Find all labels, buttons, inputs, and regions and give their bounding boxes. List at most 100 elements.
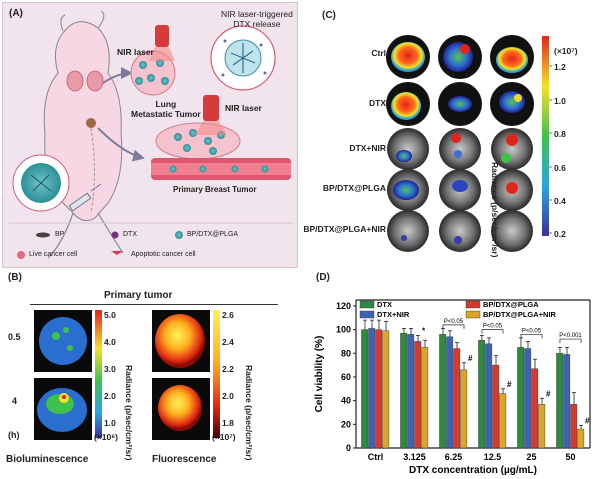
fluo-tick: 2.0 xyxy=(222,391,234,401)
colorbar-c-tick: 1.0 xyxy=(554,96,566,106)
panel-c-label: (C) xyxy=(322,10,336,21)
x-tick-label: Ctrl xyxy=(368,452,384,462)
bio-label: Bioluminescence xyxy=(6,454,89,465)
significance-label: P<0.05 xyxy=(444,319,464,325)
bar xyxy=(485,343,493,449)
time-label-0-5: 0.5 xyxy=(8,332,21,342)
legend-apoptotic-cell: Apoptotic cancer cell xyxy=(131,251,196,258)
fluo-tick: 2.6 xyxy=(222,310,234,320)
legend-swatch xyxy=(359,310,375,319)
panel-b-title: Primary tumor xyxy=(104,290,173,301)
fluo-tick: 2.4 xyxy=(222,337,234,347)
bar xyxy=(414,341,422,449)
significance-bracket xyxy=(481,329,504,334)
y-tick-label: 40 xyxy=(341,396,351,406)
colorbar-c-tick: 0.6 xyxy=(554,163,566,173)
fluo-label: Fluorescence xyxy=(152,454,217,465)
significance-label: P<0.05 xyxy=(522,328,542,334)
dtx-release-zoom xyxy=(210,25,276,91)
y-tick-label: 100 xyxy=(336,325,351,335)
legend-label: DTX xyxy=(377,300,392,309)
lung-tumor-cluster xyxy=(130,50,176,96)
bar xyxy=(478,340,486,449)
panel-d-cell-viability: (D) 0 20 40 60 80 100 120 Cell viability (%) Ctr… xyxy=(300,270,596,477)
blood-vessel xyxy=(151,158,291,180)
fluo-tick: 1.8 xyxy=(222,418,234,428)
lung-tumor-label: Lung Metastatic Tumor xyxy=(131,99,201,119)
significance-mark: # xyxy=(585,417,590,426)
y-axis-label: Cell viability (%) xyxy=(314,336,325,413)
colorbar-c-unit: (×10⁷) xyxy=(554,46,578,56)
lung-image xyxy=(491,210,533,252)
bar xyxy=(499,393,507,449)
dtx-icon xyxy=(111,231,119,239)
bio-tick: 5.0 xyxy=(104,310,116,320)
bar xyxy=(531,368,539,449)
bio-colorbar xyxy=(95,310,102,438)
bp-icon xyxy=(36,232,50,238)
significance-mark: # xyxy=(546,389,551,398)
bar xyxy=(538,403,546,449)
colorbar-c-tick: 1.2 xyxy=(554,62,566,72)
bar xyxy=(570,403,578,449)
row-label-dtx-nir: DTX+NIR xyxy=(349,143,386,153)
colorbar-c-tick: 0.4 xyxy=(554,196,566,206)
legend-label: BP/DTX@PLGA xyxy=(483,300,539,309)
nir-laser-top-icon xyxy=(149,25,175,61)
row-label-bp-dtx-plga: BP/DTX@PLGA xyxy=(322,183,386,193)
bar xyxy=(375,329,383,449)
fluo-tick: 2.2 xyxy=(222,364,234,374)
legend-bp-dtx-plga: BP/DTX@PLGA xyxy=(187,231,239,238)
x-tick-label: 6.25 xyxy=(445,452,463,462)
bar xyxy=(577,428,585,449)
dtx-release-label: NIR laser-triggered DTX release xyxy=(221,9,293,29)
lung-image xyxy=(387,210,429,252)
bar xyxy=(517,347,525,449)
panel-a-schematic: (A) xyxy=(2,2,298,268)
panel-b-primary-tumor: (B) Primary tumor 0.5 4 (h) xyxy=(2,270,298,477)
colorbar-c xyxy=(542,36,549,236)
bio-tick: 4.0 xyxy=(104,337,116,347)
panel-d-label: (D) xyxy=(316,272,330,283)
bar xyxy=(556,353,564,449)
bar xyxy=(453,348,461,449)
significance-mark: * xyxy=(422,327,426,336)
bar xyxy=(361,329,369,449)
lung-image xyxy=(439,210,481,252)
significance-bracket xyxy=(442,324,465,329)
bar xyxy=(421,347,429,449)
colorbar-c-label: Radiance (p/sec/cm²/sr) xyxy=(490,162,500,258)
nir-laser-bottom-icon xyxy=(195,95,227,135)
panel-a-illustration xyxy=(9,10,293,259)
time-label-4: 4 xyxy=(12,396,18,406)
cell-viability-chart: 0 20 40 60 80 100 120 Cell viability (%) Ctrl 3.1… xyxy=(314,299,591,476)
panel-b-label: (B) xyxy=(8,272,22,283)
bio-colorbar-label: Radiance (p/sec/cm²/sr) xyxy=(124,365,134,461)
significance-mark: # xyxy=(507,380,512,389)
panel-a-label: (A) xyxy=(9,8,23,19)
fluo-colorbar-label: Radiance (p/sec/cm²/sr) xyxy=(244,365,254,461)
primary-tumor-label: Primary Breast Tumor xyxy=(173,185,257,194)
bar xyxy=(368,328,376,449)
y-tick-label: 80 xyxy=(341,348,351,358)
lung-image-grid xyxy=(386,35,552,252)
bar xyxy=(460,369,468,449)
lung-left xyxy=(66,70,84,92)
legend-label: DTX+NIR xyxy=(377,310,410,319)
bar xyxy=(446,336,454,449)
significance-label: P<0.001 xyxy=(559,333,582,339)
bio-tick: 1.0 xyxy=(104,418,116,428)
y-tick-label: 60 xyxy=(341,372,351,382)
time-unit-label: (h) xyxy=(8,430,20,440)
bio-tick: 3.0 xyxy=(104,364,116,374)
syringe-icon xyxy=(68,183,102,212)
primary-tumor-dot xyxy=(86,118,96,128)
row-label-ctrl: Ctrl xyxy=(371,48,386,58)
apoptotic-cell-icon xyxy=(111,251,123,259)
nir-laser-bottom-label: NIR laser xyxy=(225,103,262,113)
legend-bp: BP xyxy=(55,231,65,238)
bio-unit: (×10⁶) xyxy=(94,432,118,442)
bp-dtx-plga-icon xyxy=(175,231,183,239)
panel-c-imaging: (C) Ctrl DTX DTX+NIR BP/DTX@PLGA BP/DTX@… xyxy=(300,2,596,268)
bar xyxy=(492,364,500,449)
